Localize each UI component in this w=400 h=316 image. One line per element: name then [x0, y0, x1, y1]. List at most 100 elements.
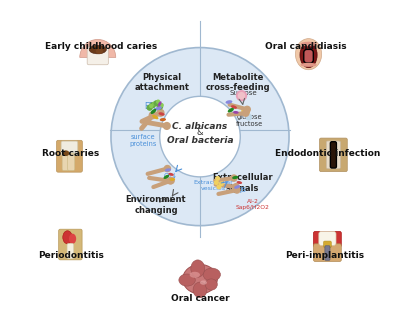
- Ellipse shape: [300, 63, 317, 67]
- Text: O₂↓: O₂↓: [164, 173, 178, 179]
- FancyBboxPatch shape: [325, 246, 330, 260]
- Ellipse shape: [160, 118, 166, 121]
- Circle shape: [156, 109, 164, 117]
- Ellipse shape: [96, 48, 103, 54]
- Circle shape: [150, 102, 156, 108]
- Text: QS: QS: [237, 187, 246, 193]
- FancyBboxPatch shape: [319, 231, 336, 246]
- Text: Endodontic infection: Endodontic infection: [275, 149, 380, 158]
- Circle shape: [149, 104, 154, 108]
- Text: glucose
fructose: glucose fructose: [236, 114, 263, 127]
- Ellipse shape: [296, 39, 322, 70]
- Circle shape: [245, 114, 252, 121]
- FancyBboxPatch shape: [61, 141, 78, 155]
- FancyBboxPatch shape: [320, 138, 347, 172]
- FancyBboxPatch shape: [62, 153, 69, 171]
- Text: Environment
changing: Environment changing: [126, 196, 186, 215]
- Circle shape: [157, 104, 163, 110]
- FancyBboxPatch shape: [67, 243, 74, 259]
- FancyBboxPatch shape: [326, 141, 340, 169]
- Ellipse shape: [205, 279, 217, 290]
- Circle shape: [214, 180, 219, 185]
- Ellipse shape: [158, 112, 165, 116]
- Ellipse shape: [179, 274, 195, 286]
- Circle shape: [232, 183, 240, 191]
- Circle shape: [242, 109, 250, 117]
- Ellipse shape: [183, 264, 217, 294]
- Circle shape: [166, 177, 174, 185]
- Circle shape: [146, 105, 153, 111]
- FancyBboxPatch shape: [68, 153, 75, 171]
- Circle shape: [152, 101, 156, 106]
- Text: EPS: EPS: [144, 101, 158, 111]
- Circle shape: [154, 100, 160, 106]
- Ellipse shape: [300, 42, 317, 68]
- FancyBboxPatch shape: [59, 229, 82, 260]
- Ellipse shape: [190, 272, 200, 278]
- Circle shape: [236, 90, 247, 101]
- Circle shape: [167, 177, 175, 184]
- Text: Oral bacteria: Oral bacteria: [167, 136, 233, 145]
- Ellipse shape: [331, 143, 336, 149]
- Text: Sucrose: Sucrose: [230, 90, 257, 96]
- Circle shape: [233, 186, 241, 194]
- Text: surface
proteins: surface proteins: [129, 134, 156, 147]
- Circle shape: [230, 174, 238, 182]
- Ellipse shape: [170, 178, 175, 181]
- FancyBboxPatch shape: [56, 140, 82, 172]
- Text: Al-2
Sap6/H2O2: Al-2 Sap6/H2O2: [236, 199, 270, 210]
- Ellipse shape: [228, 108, 234, 112]
- Ellipse shape: [203, 268, 220, 281]
- Circle shape: [215, 176, 220, 181]
- Text: Metabolite
cross-feeding: Metabolite cross-feeding: [206, 73, 270, 92]
- Ellipse shape: [233, 111, 239, 114]
- Text: &: &: [197, 128, 203, 137]
- Text: Physical
attachment: Physical attachment: [135, 73, 190, 92]
- Text: Oral cancer: Oral cancer: [171, 294, 229, 302]
- Ellipse shape: [62, 150, 70, 156]
- Ellipse shape: [155, 106, 162, 110]
- Ellipse shape: [89, 45, 106, 54]
- Ellipse shape: [226, 100, 232, 104]
- FancyBboxPatch shape: [324, 241, 331, 248]
- Ellipse shape: [191, 260, 205, 277]
- Ellipse shape: [231, 105, 237, 109]
- Text: Root caries: Root caries: [42, 149, 100, 158]
- Ellipse shape: [232, 176, 238, 179]
- Ellipse shape: [69, 234, 76, 244]
- Ellipse shape: [300, 42, 317, 46]
- Ellipse shape: [63, 231, 72, 244]
- Text: pH↓: pH↓: [158, 197, 174, 203]
- Circle shape: [238, 92, 245, 100]
- Ellipse shape: [236, 181, 242, 184]
- Ellipse shape: [158, 101, 162, 106]
- Circle shape: [164, 165, 171, 172]
- Ellipse shape: [200, 280, 207, 285]
- Ellipse shape: [165, 168, 171, 172]
- Text: C. albicans: C. albicans: [172, 122, 228, 131]
- Circle shape: [156, 100, 160, 104]
- Circle shape: [111, 48, 289, 226]
- Ellipse shape: [164, 175, 169, 179]
- Circle shape: [149, 111, 157, 119]
- Text: Periodontitis: Periodontitis: [38, 251, 104, 260]
- FancyBboxPatch shape: [330, 142, 336, 168]
- FancyBboxPatch shape: [314, 244, 341, 261]
- Ellipse shape: [234, 185, 240, 189]
- FancyBboxPatch shape: [304, 49, 313, 63]
- Ellipse shape: [150, 109, 156, 114]
- Text: Early childhood caries: Early childhood caries: [45, 42, 157, 51]
- Circle shape: [163, 122, 171, 130]
- Ellipse shape: [152, 115, 158, 119]
- FancyBboxPatch shape: [314, 232, 341, 247]
- Text: Extracellular
signals: Extracellular signals: [212, 173, 273, 193]
- Circle shape: [244, 106, 251, 113]
- Circle shape: [160, 103, 164, 107]
- Text: Oral candidiasis: Oral candidiasis: [264, 42, 346, 51]
- Circle shape: [160, 96, 240, 177]
- Ellipse shape: [193, 282, 207, 298]
- Circle shape: [241, 107, 250, 116]
- Text: Extracellular
vesicles: Extracellular vesicles: [194, 180, 234, 191]
- Circle shape: [219, 181, 224, 186]
- Text: Peri-implantitis: Peri-implantitis: [285, 251, 364, 260]
